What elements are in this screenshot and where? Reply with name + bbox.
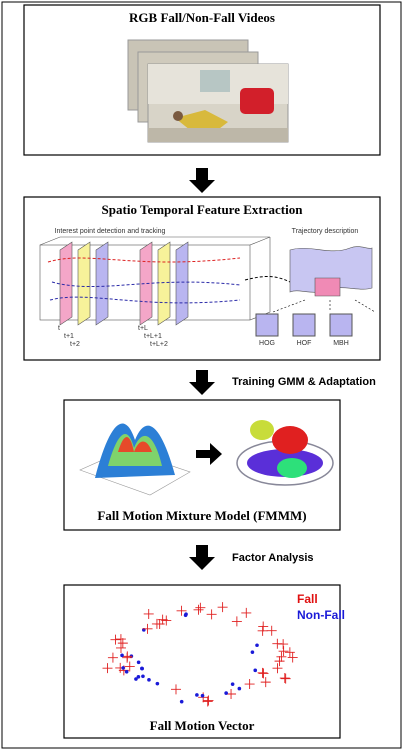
descriptor-cubes: HOG HOF MBH xyxy=(256,314,352,347)
left-label: Interest point detection and tracking xyxy=(55,228,166,235)
dot xyxy=(140,667,144,671)
descriptor-label: HOG xyxy=(259,340,275,347)
dot xyxy=(184,612,188,616)
dot xyxy=(121,666,125,670)
dot xyxy=(137,660,141,664)
legend-fall: Fall xyxy=(297,592,318,606)
frame-label: t+L xyxy=(138,325,148,332)
vector-title: Fall Motion Vector xyxy=(150,718,255,733)
arrow xyxy=(189,168,215,193)
arrow xyxy=(189,370,215,395)
frame-label: t xyxy=(58,325,60,332)
dot xyxy=(156,682,160,686)
dot xyxy=(180,700,184,704)
frame-label: t+1 xyxy=(64,333,74,340)
dot xyxy=(253,669,257,673)
dot xyxy=(231,682,235,686)
dot xyxy=(147,678,151,682)
frame-label: t+2 xyxy=(70,341,80,348)
dot xyxy=(125,670,129,674)
frame-label: t+L+2 xyxy=(150,341,168,348)
dot xyxy=(141,675,145,679)
descriptor-label: MBH xyxy=(333,340,349,347)
dot xyxy=(120,654,124,658)
dot xyxy=(195,693,199,697)
diagram: RGB Fall/Non-Fall Videos Spatio Temporal… xyxy=(0,0,404,751)
dot xyxy=(251,650,255,654)
step-label: Factor Analysis xyxy=(232,552,314,564)
dot xyxy=(224,691,228,695)
feature-title: Spatio Temporal Feature Extraction xyxy=(102,202,304,217)
dot xyxy=(201,694,205,698)
right-label: Trajectory description xyxy=(292,228,359,235)
frame-label: t+L+1 xyxy=(144,333,162,340)
arrow xyxy=(189,545,215,570)
dot xyxy=(255,643,259,647)
video-title: RGB Fall/Non-Fall Videos xyxy=(129,10,275,25)
mixture-title: Fall Motion Mixture Model (FMMM) xyxy=(97,508,306,523)
dot xyxy=(238,687,242,691)
step-label: Training GMM & Adaptation xyxy=(232,376,376,388)
dot xyxy=(137,675,141,679)
legend-non-fall: Non-Fall xyxy=(297,608,345,622)
descriptor-label: HOF xyxy=(297,340,312,347)
